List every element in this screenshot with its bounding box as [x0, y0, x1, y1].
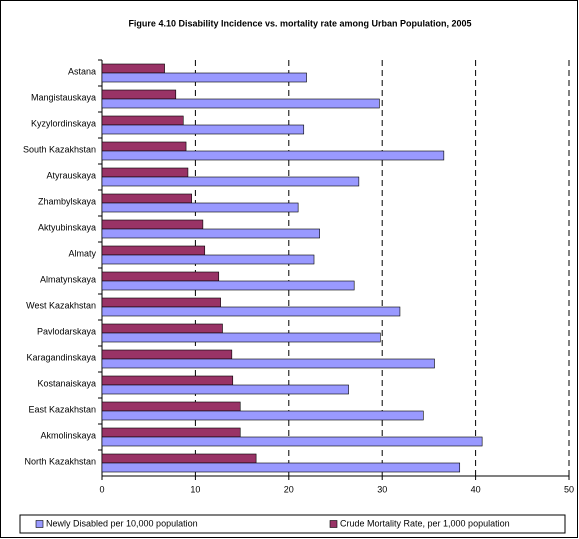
bar [101, 150, 445, 161]
legend-box [19, 514, 566, 534]
y-tick-label: Pavlodarskaya [37, 326, 96, 336]
bar [101, 72, 307, 83]
bar [101, 332, 381, 343]
y-tick-label: North Kazakhstan [24, 456, 96, 466]
legend-swatch [329, 520, 338, 528]
bar [101, 89, 177, 100]
y-tick-label: Akmolinskaya [40, 430, 96, 440]
bar [101, 124, 305, 135]
legend-label: Crude Mortality Rate, per 1,000 populati… [340, 518, 510, 528]
bar [101, 63, 165, 74]
y-tick-label: Almatynskaya [40, 274, 96, 284]
y-tick-label: Kostanaiskaya [37, 378, 96, 388]
bar [101, 167, 189, 178]
legend-label: Newly Disabled per 10,000 population [46, 518, 198, 528]
bar [101, 202, 299, 213]
bar [101, 427, 241, 438]
y-tick-label: South Kazakhstan [23, 144, 96, 154]
y-tick-label: Aktyubinskaya [38, 222, 96, 232]
bar [101, 176, 360, 187]
x-tick-label: 50 [564, 484, 574, 494]
bar [101, 297, 221, 308]
chart-title: Figure 4.10 Disability Incidence vs. mor… [128, 18, 471, 28]
bar [101, 306, 401, 317]
bar [101, 228, 320, 239]
bar [101, 323, 223, 334]
bar [101, 271, 220, 282]
bar [101, 436, 483, 447]
x-tick-label: 40 [471, 484, 481, 494]
bar [101, 280, 355, 291]
legend-swatch [35, 520, 44, 528]
y-tick-label: Almaty [68, 248, 96, 258]
bar [101, 453, 257, 464]
bar [101, 384, 349, 395]
bar [101, 349, 233, 360]
bar [101, 193, 192, 204]
bar [101, 254, 315, 265]
x-tick-label: 20 [284, 484, 294, 494]
y-tick-label: Atyrauskaya [46, 170, 96, 180]
bar [101, 410, 424, 421]
y-tick-label: Astana [68, 66, 96, 76]
bar [101, 141, 187, 152]
y-tick-label: East Kazakhstan [28, 404, 96, 414]
y-tick-label: Kyzylordinskaya [31, 118, 96, 128]
bar [101, 115, 184, 126]
y-tick-label: West Kazakhstan [26, 300, 96, 310]
y-tick-label: Mangistauskaya [31, 92, 96, 102]
bar [101, 375, 234, 386]
x-tick-label: 10 [190, 484, 200, 494]
bar [101, 462, 461, 473]
y-tick-label: Karagandinskaya [26, 352, 96, 362]
bar [101, 219, 204, 230]
bar [101, 98, 380, 109]
bar [101, 358, 435, 369]
bar [101, 401, 241, 412]
y-tick-label: Zhambylskaya [38, 196, 96, 206]
bar [101, 245, 206, 256]
x-tick-label: 30 [377, 484, 387, 494]
x-tick-label: 0 [99, 484, 104, 494]
